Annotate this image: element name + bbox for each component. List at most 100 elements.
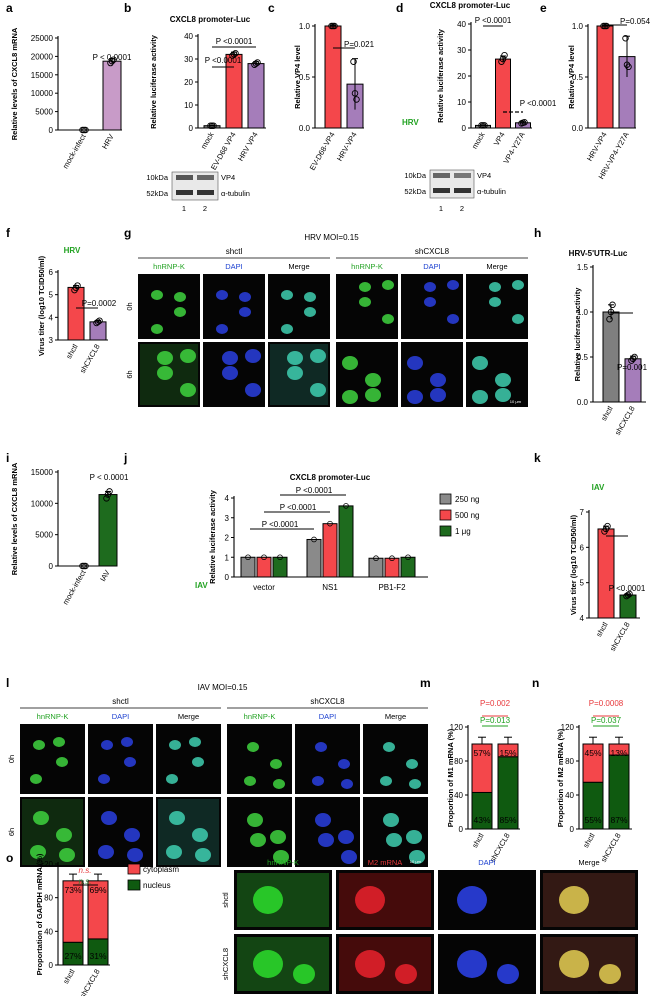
- panel-a-data-point: [110, 56, 117, 63]
- panel-g-nucleus-blob: [239, 292, 251, 302]
- panel-m-ytick-label: 120: [450, 723, 464, 732]
- panel-e-ytick-label: 0.5: [572, 73, 584, 82]
- panel-e-bar: [596, 25, 614, 129]
- panel-l-nucleus-blob: [189, 737, 201, 747]
- panel-l-nucleus-blob: [169, 740, 181, 750]
- panel-c-data-point: [351, 90, 359, 97]
- panel-l-nucleus-blob: [101, 811, 117, 825]
- panel-l-nucleus-blob: [270, 759, 282, 769]
- panel-p-channel-label: DAPI: [478, 858, 496, 867]
- panel-l-nucleus-blob: [98, 845, 114, 859]
- panel-l-nucleus-blob: [59, 848, 75, 862]
- panel-o-xtick-label: shCXCL8: [78, 968, 102, 996]
- panel-g-cytoplasm-glow: [140, 344, 198, 405]
- panel-e-data-point: [603, 22, 610, 30]
- panel-o-ytick-label: 40: [44, 927, 53, 936]
- panel-n-ytick-label: 120: [561, 723, 575, 732]
- panel-b-mw-label: 10kDa: [146, 173, 169, 182]
- panel-b-data-point: [254, 59, 261, 66]
- panel-m-nucleus-percent: 43%: [473, 815, 490, 825]
- panel-j-legend-swatch: [439, 509, 452, 521]
- panel-n-cytoplasm-percent: 13%: [610, 748, 627, 758]
- panel-letter-k: k: [534, 451, 541, 465]
- panel-l-nucleus-blob: [247, 742, 259, 752]
- panel-l-nucleus-blob: [270, 830, 286, 844]
- panel-o-legend-swatch-nucleus: [127, 879, 141, 891]
- panel-l-nucleus-blob: [406, 830, 422, 844]
- panel-l-channel-label: hnRNP-K: [244, 712, 276, 721]
- panel-g-cytoplasm-glow: [270, 344, 328, 405]
- panel-j-bar: [256, 556, 272, 578]
- panel-d-xtick-label: mock: [470, 130, 487, 150]
- panel-n-pvalue-green: P=0.037: [591, 716, 622, 725]
- panel-g-nucleus-blob: [304, 307, 316, 317]
- panel-g-nucleus-blob: [495, 373, 511, 387]
- panel-c-bar: [324, 25, 342, 129]
- panel-p-nucleus: [457, 886, 487, 914]
- panel-o-legend-label: cytoplasm: [143, 865, 179, 874]
- panel-f-ytick-label: 5: [49, 291, 54, 300]
- panel-j-bar: [272, 556, 288, 578]
- panel-l-nucleus-blob: [383, 742, 395, 752]
- panel-g-nucleus-blob: [495, 388, 511, 402]
- panel-n-xtick-label: shctl: [581, 831, 597, 849]
- panel-a-ytick-label: 15000: [31, 71, 54, 80]
- panel-l-nucleus-blob: [338, 759, 350, 769]
- panel-i-bar: [98, 494, 118, 567]
- panel-e-data-point: [623, 61, 631, 69]
- panel-letter-h: h: [534, 226, 541, 240]
- panel-f-data-point: [94, 318, 102, 326]
- panel-b-ytick-label: 40: [184, 32, 193, 41]
- panel-g-nucleus-blob: [180, 383, 196, 397]
- panel-c-ytick-label: 0.5: [299, 73, 311, 82]
- panel-l-nucleus-blob: [124, 828, 140, 842]
- panel-g-nucleus-blob: [359, 282, 371, 292]
- panel-g-image-tile: [268, 274, 330, 339]
- panel-j-bar: [400, 556, 416, 578]
- panel-g-nucleus-blob: [157, 366, 173, 380]
- panel-p-nucleus: [355, 950, 385, 978]
- panel-l-nucleus-blob: [192, 828, 208, 842]
- panel-g-nucleus-blob: [151, 290, 163, 300]
- panel-b-pvalue-1: P <0.0001: [216, 37, 253, 46]
- panel-j-xtick-label: NS1: [322, 583, 338, 592]
- panel-i-ytick-label: 5000: [35, 531, 53, 540]
- panel-j-pvalue: P <0.0001: [280, 503, 317, 512]
- panel-h-xtick-label: shCXCL8: [613, 405, 637, 437]
- panel-a-xtick-label: mock-infect: [61, 132, 88, 170]
- panel-h-ytick-label: 1.0: [577, 308, 589, 317]
- panel-m-pvalue-red: P=0.002: [480, 699, 511, 708]
- panel-l-nucleus-blob: [341, 779, 353, 789]
- panel-g-nucleus-blob: [180, 349, 196, 363]
- panel-j-ylabel: Relative luciferase activity: [208, 489, 217, 584]
- panel-j-virus-tag: IAV: [195, 581, 208, 590]
- panel-c-ytick-label: 1.0: [299, 22, 311, 31]
- panel-d-ytick-label: 30: [457, 46, 466, 55]
- panel-g-nucleus-blob: [216, 290, 228, 300]
- panel-letter-i: i: [6, 451, 9, 465]
- panel-a-xtick-label: HRV: [100, 133, 116, 151]
- panel-m-xtick-label: shctl: [470, 831, 486, 849]
- panel-c-data-point: [350, 58, 357, 65]
- panel-l-nucleus-blob: [56, 828, 72, 842]
- panel-p-row-label: shctl: [221, 892, 230, 908]
- panel-a-data-point: [82, 126, 89, 134]
- panel-o-nucleus-percent: 27%: [64, 951, 81, 961]
- panel-m-ylabel: Proportion of M1 mRNA (%): [446, 728, 455, 827]
- panel-letter-e: e: [540, 1, 547, 15]
- panel-b-bar: [225, 53, 243, 129]
- panel-l-nucleus-blob: [56, 757, 68, 767]
- panel-l-nucleus-blob: [33, 740, 45, 750]
- panel-l-cytoplasm-glow: [158, 799, 219, 865]
- panel-j-ytick-label: 4: [225, 494, 230, 503]
- panel-d-pvalue-1: P <0.0001: [475, 16, 512, 25]
- panel-j-bar: [322, 523, 338, 578]
- panel-letter-n: n: [532, 676, 539, 690]
- panel-l-nucleus-blob: [124, 757, 136, 767]
- panel-letter-m: m: [420, 676, 431, 690]
- panel-f-xtick-label: shctl: [64, 342, 80, 360]
- panel-b-ytick-label: 10: [184, 101, 193, 110]
- panel-b-lane-label: 1: [182, 204, 186, 213]
- panel-j-data-point: [311, 536, 317, 543]
- panel-l-nucleus-blob: [409, 779, 421, 789]
